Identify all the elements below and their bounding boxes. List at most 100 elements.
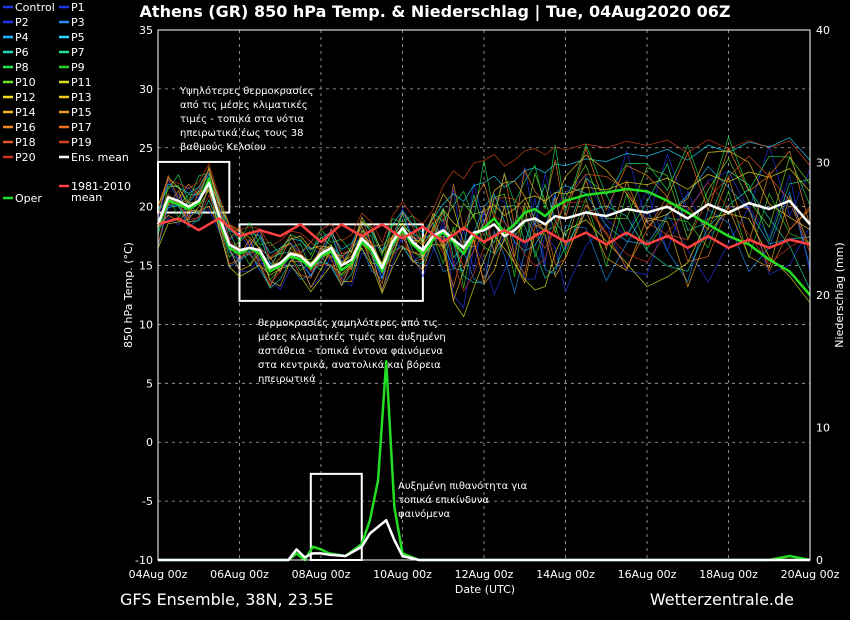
- legend-item: P19: [59, 136, 92, 149]
- legend-item: P16: [3, 121, 36, 134]
- x-tick-label: 16Aug 00z: [618, 568, 677, 581]
- member-line: [157, 206, 811, 309]
- x-ticks: 04Aug 00z 06Aug 00z 08Aug 00z 10Aug 00z 12Au…: [129, 568, 840, 581]
- x-tick-label: 18Aug 00z: [699, 568, 758, 581]
- series-lines: [156, 177, 811, 296]
- legend-item: P8: [3, 61, 29, 74]
- legend-label: P9: [71, 61, 85, 74]
- x-axis-label: Date (UTC): [455, 583, 515, 596]
- member-line: [157, 155, 811, 273]
- precip-line: [158, 360, 811, 562]
- y-ticks: 35 30 25 20 15 10 5 0 -5 -10: [135, 24, 153, 567]
- legend-label: P16: [15, 121, 36, 134]
- legend-label: P10: [15, 76, 36, 89]
- annotation-line: θερμοκρασίες χαμηλότερες από τις: [258, 317, 438, 329]
- y2-ticks: 40 30 20 10 0: [816, 24, 830, 567]
- member-line: [157, 188, 811, 318]
- annotation: Υψηλότερες θερμοκρασίες από τις μέσες κλι…: [179, 85, 314, 153]
- x-tick-label: 14Aug 00z: [536, 568, 595, 581]
- annotation-line: τοπικά επικίνδυνα: [398, 494, 489, 506]
- footer-brand: Wetterzentrale.de: [650, 590, 794, 609]
- legend-item: P6: [3, 46, 29, 59]
- member-line: [157, 139, 811, 247]
- legend-item: P18: [3, 136, 36, 149]
- legend-item: P5: [59, 31, 85, 44]
- x-tick-label: 08Aug 00z: [292, 568, 351, 581]
- legend-item: P7: [59, 46, 85, 59]
- member-line: [157, 170, 811, 273]
- legend-label: P15: [71, 106, 92, 119]
- y-tick-label: 25: [139, 142, 153, 155]
- legend-label: P12: [15, 91, 36, 104]
- footer-source: GFS Ensemble, 38N, 23.5E: [120, 590, 333, 609]
- annotation-line: Υψηλότερες θερμοκρασίες: [179, 85, 314, 97]
- legend-label: Oper: [15, 192, 42, 205]
- annotation: Αυξημένη πιθανότητα για τοπικά επικίνδυνα…: [398, 480, 528, 520]
- y2-tick-label: 10: [816, 422, 830, 435]
- precip-line: [158, 519, 810, 562]
- annotation-line: αστάθεια - τοπικά έντονα φαινόμενα: [258, 345, 443, 357]
- legend-label: P17: [71, 121, 92, 134]
- annotation-box: [309, 472, 363, 561]
- y-tick-label: -5: [142, 495, 153, 508]
- legend-label: P19: [71, 136, 92, 149]
- legend-item: P20: [3, 151, 36, 164]
- legend-label: P7: [71, 46, 85, 59]
- legend-item: Oper: [3, 192, 42, 205]
- member-line: [157, 146, 811, 260]
- legend-label: mean: [71, 191, 102, 204]
- legend-label: P11: [71, 76, 92, 89]
- y-tick-label: 20: [139, 201, 153, 214]
- legend-item: Ens. mean: [59, 151, 129, 164]
- legend-label: P20: [15, 151, 36, 164]
- plot-frame: [157, 29, 811, 561]
- legend-label: P2: [15, 16, 29, 29]
- x-tick-label: 20Aug 00z: [781, 568, 840, 581]
- legend-item: P14: [3, 106, 36, 119]
- annotation-line: ηπειρωτικά έως τους 38: [180, 127, 303, 139]
- y-tick-label: 0: [146, 436, 153, 449]
- y2-tick-label: 30: [816, 157, 830, 170]
- annotation: θερμοκρασίες χαμηλότερες από τις μέσες κλ…: [258, 317, 446, 385]
- chart-title: Athens (GR) 850 hPa Temp. & Niederschlag…: [140, 2, 731, 22]
- annotation-line: στα κεντρικά, ανατολικά και βόρεια: [258, 359, 441, 371]
- ensemble-lines: [157, 135, 811, 318]
- legend-label: P18: [15, 136, 36, 149]
- annotation-line: από τις μέσες κλιματικές: [180, 99, 308, 111]
- legend-item: P2: [3, 16, 29, 29]
- legend-item: P15: [59, 106, 92, 119]
- legend-item: P10: [3, 76, 36, 89]
- legend-item: P12: [3, 91, 36, 104]
- y-tick-label: 10: [139, 318, 153, 331]
- legend-item: P13: [59, 91, 92, 104]
- legend-item: P17: [59, 121, 92, 134]
- annotation-line: φαινόμενα: [398, 508, 451, 520]
- legend-item: P4: [3, 31, 29, 44]
- member-line: [157, 163, 811, 275]
- legend-label: P4: [15, 31, 29, 44]
- legend-label: P14: [15, 106, 36, 119]
- member-line: [157, 185, 811, 289]
- y-tick-label: 15: [139, 260, 153, 273]
- y-tick-label: 30: [139, 83, 153, 96]
- annotation-line: ηπειρωτικά: [258, 373, 316, 385]
- legend-label: P8: [15, 61, 29, 74]
- legend-label: P3: [71, 16, 85, 29]
- y-tick-label: -10: [135, 554, 153, 567]
- y2-tick-label: 0: [816, 554, 823, 567]
- x-tick-label: 12Aug 00z: [455, 568, 514, 581]
- legend-label: P13: [71, 91, 92, 104]
- legend-item: P11: [59, 76, 92, 89]
- legend-label: 1981-2010: [71, 180, 131, 193]
- annotation-line: μέσες κλιματικές τιμές και αυξημένη: [258, 331, 446, 343]
- y-tick-label: 5: [146, 377, 153, 390]
- x-tick-label: 10Aug 00z: [373, 568, 432, 581]
- x-tick-label: 06Aug 00z: [210, 568, 269, 581]
- legend-label: Control: [15, 1, 55, 14]
- legend-label: P1: [71, 1, 85, 14]
- annotation-line: τιμές - τοπικά στα νότια: [180, 113, 304, 125]
- member-line: [157, 195, 811, 301]
- series-line: [157, 217, 811, 250]
